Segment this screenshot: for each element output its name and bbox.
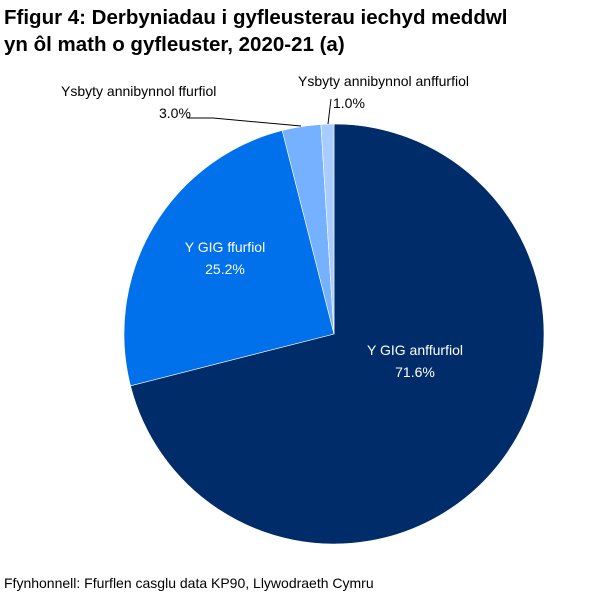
label-indep-informal-value: 1.0% [333, 95, 365, 111]
label-nhs-informal-name: Y GIG anffurfiol [367, 342, 463, 358]
slice-indep-informal [320, 123, 335, 335]
label-indep-informal-name: Ysbyty annibynnol anffurfiol [298, 73, 469, 89]
pie-slices [123, 123, 545, 545]
leader-line-indep-informal [327, 98, 332, 125]
chart-title: Ffigur 4: Derbyniadau i gyfleusterau iec… [4, 4, 603, 58]
leader-line-indep-formal [187, 117, 302, 127]
chart-title-line-1: Ffigur 4: Derbyniadau i gyfleusterau iec… [4, 6, 508, 29]
chart-title-line-2: yn ôl math o gyfleuster, 2020-21 (a) [4, 33, 345, 56]
label-nhs-formal-value: 25.2% [205, 261, 245, 277]
label-indep-formal-name: Ysbyty annibynnol ffurfiol [61, 83, 217, 99]
label-nhs-formal: Y GIG ffurfiol 25.2% [160, 239, 290, 278]
slice-nhs-informal [130, 123, 545, 545]
label-nhs-formal-name: Y GIG ffurfiol [184, 239, 266, 255]
label-nhs-informal: Y GIG anffurfiol 71.6% [345, 342, 485, 381]
label-nhs-informal-value: 71.6% [395, 364, 435, 380]
slice-nhs-formal [123, 130, 335, 387]
label-indep-formal-value: 3.0% [159, 105, 191, 121]
source-note: Ffynhonnell: Ffurflen casglu data KP90, … [4, 575, 374, 591]
